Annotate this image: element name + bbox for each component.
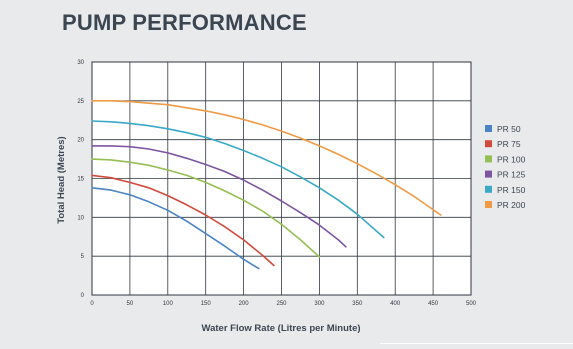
legend-label: PR 125 xyxy=(497,170,526,180)
x-tick-label: 300 xyxy=(314,301,325,307)
x-tick-label: 50 xyxy=(127,301,134,307)
legend-item-pr-75: PR 75 xyxy=(485,139,521,149)
x-tick-label: 100 xyxy=(163,301,174,307)
legend-item-pr-100: PR 100 xyxy=(485,154,526,164)
x-tick-label: 150 xyxy=(201,301,212,307)
x-tick-label: 200 xyxy=(239,301,250,307)
axes: 0 50 100 150 200 250 300 350 400 450 500 0 5 10 15 20 25… xyxy=(77,60,476,307)
legend-item-pr-150: PR 150 xyxy=(485,185,526,195)
series-line-pr-200 xyxy=(91,100,442,216)
series-line-pr-75 xyxy=(91,174,275,267)
x-tick-label: 250 xyxy=(276,301,287,307)
legend-swatch xyxy=(485,155,492,163)
x-tick-label: 450 xyxy=(428,301,439,307)
legend-swatch xyxy=(485,185,492,193)
y-tick-label: 20 xyxy=(77,138,84,144)
series-line-pr-125 xyxy=(91,145,347,248)
x-tick-label: 350 xyxy=(352,301,363,307)
series-line-pr-150 xyxy=(91,120,385,239)
legend-label: PR 75 xyxy=(497,139,521,149)
y-axis-label: Total Head (Metres) xyxy=(56,136,67,223)
x-axis-label: Water Flow Rate (Litres per Minute) xyxy=(201,323,360,334)
x-tick-label: 400 xyxy=(390,301,401,307)
legend-label: PR 200 xyxy=(497,200,526,210)
x-tick-label: 500 xyxy=(466,301,477,307)
legend-swatch xyxy=(485,170,492,178)
y-tick-label: 30 xyxy=(77,60,84,66)
series-lines xyxy=(91,100,442,270)
chart-title: PUMP PERFORMANCE xyxy=(62,10,307,35)
y-tick-label: 15 xyxy=(77,177,84,183)
legend-item-pr-200: PR 200 xyxy=(485,200,526,210)
series-line-pr-100 xyxy=(91,158,321,258)
legend: PR 50 PR 75 PR 100 PR 125 PR 150 PR 200 xyxy=(485,124,526,210)
legend-item-pr-125: PR 125 xyxy=(485,170,526,180)
divider xyxy=(380,343,573,344)
legend-label: PR 150 xyxy=(497,185,526,195)
y-tick-label: 5 xyxy=(81,254,85,260)
legend-item-pr-50: PR 50 xyxy=(485,124,521,134)
grid xyxy=(91,61,472,296)
legend-label: PR 50 xyxy=(497,124,521,134)
legend-swatch xyxy=(485,201,492,208)
series-line-pr-50 xyxy=(91,187,260,270)
y-tick-label: 10 xyxy=(77,215,84,221)
y-tick-label: 25 xyxy=(77,99,84,105)
y-tick-label: 0 xyxy=(81,293,85,299)
legend-swatch xyxy=(485,125,492,132)
plot-frame xyxy=(91,61,472,296)
legend-swatch xyxy=(485,140,492,148)
x-tick-label: 0 xyxy=(90,301,94,307)
legend-label: PR 100 xyxy=(497,154,526,164)
